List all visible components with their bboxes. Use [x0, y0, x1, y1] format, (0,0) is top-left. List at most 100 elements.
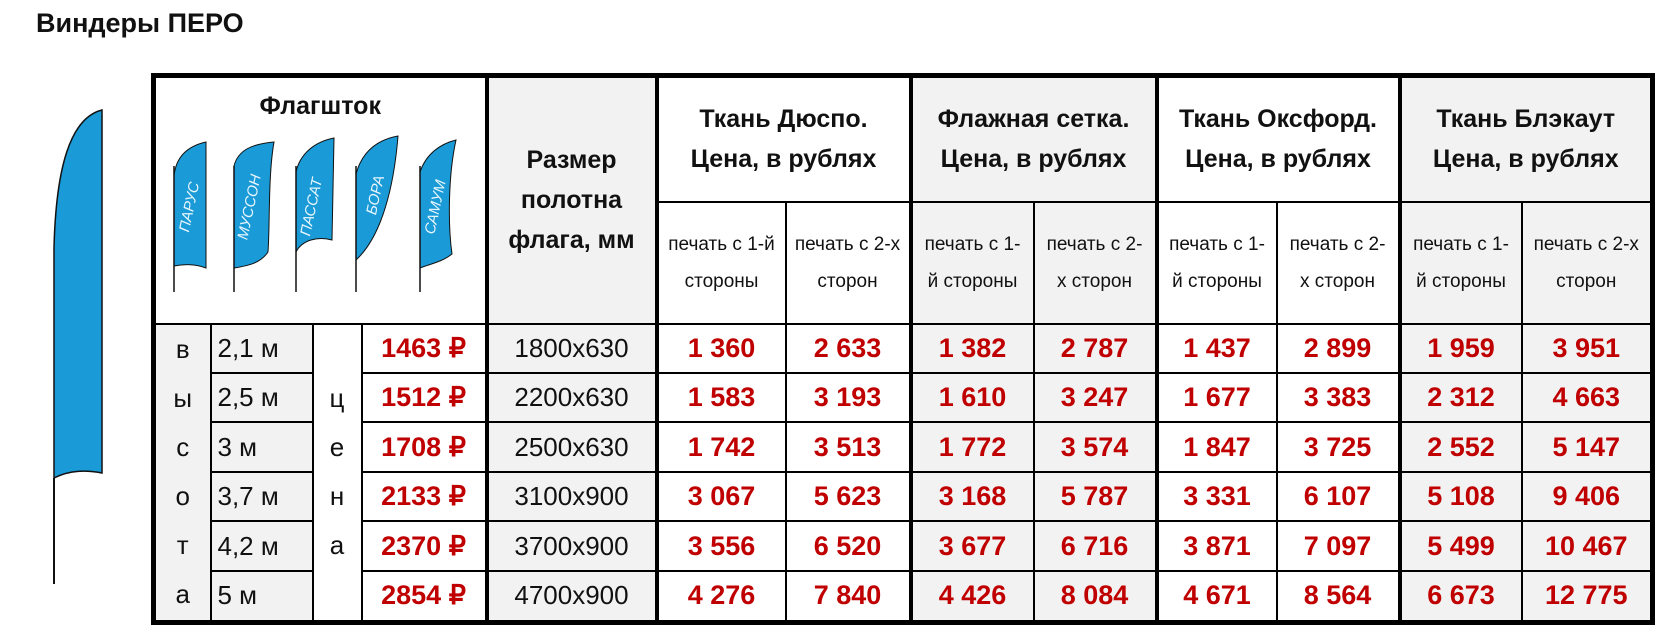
fabric-price: 1 847	[1154, 421, 1278, 473]
pole-price: 1463 ₽	[360, 322, 488, 374]
fabric-price: 3 513	[784, 421, 912, 473]
fabric-price: 8 084	[1032, 569, 1158, 624]
print-two-sides-header: печать с 2-х сторон	[1520, 200, 1654, 325]
fabric-price: 9 406	[1520, 470, 1654, 523]
table-row: 3 м 1708 ₽2500x630 1 742 3 513 1 772 3 574 1 8…	[154, 421, 1654, 473]
fabric-price: 6 716	[1032, 520, 1158, 572]
height-letter: о	[175, 481, 190, 512]
fabric-price: 1 583	[654, 371, 787, 424]
table-row: 2,5 м 1512 ₽2200x630 1 583 3 193 1 610 3 247 1…	[154, 371, 1654, 424]
flag-model-icon: БОРА	[355, 135, 399, 292]
fabric-price: 12 775	[1520, 569, 1654, 624]
print-one-side-header: печать с 1-й стороны	[1154, 200, 1278, 325]
print-two-sides-header: печать с 2-х сторон	[784, 200, 912, 325]
flag-models-image: ПАРУС МУССОН ПАССАТ БОРА САМУМ	[173, 135, 457, 292]
pole-price: 2854 ₽	[360, 569, 488, 624]
table-row: 5 м 2854 ₽4700x900 4 276 7 840 4 426 8 084 4 6…	[154, 569, 1654, 624]
print-one-side-header: печать с 1-й стороны	[1397, 200, 1523, 325]
fabric-name: Ткань Дюспо.	[699, 105, 868, 134]
feather-flag-image	[53, 109, 103, 584]
pole-price: 1512 ₽	[360, 371, 488, 424]
fabric-price: 3 951	[1520, 322, 1654, 374]
price-letter: ц	[329, 382, 345, 413]
flag-model-icon: ПАССАТ	[295, 137, 335, 292]
height-letter: ы	[173, 382, 193, 413]
fabric-price: 3 247	[1032, 371, 1158, 424]
fabric-price: 5 787	[1032, 470, 1158, 523]
fabric-price: 2 899	[1275, 322, 1401, 374]
fabric-price: 5 108	[1397, 470, 1523, 523]
flag-size: 3700x900	[484, 520, 658, 572]
pole-height: 2,5 м	[209, 371, 314, 424]
fabric-header-oxford: Ткань Оксфорд. Цена, в рублях	[1154, 74, 1401, 203]
fabric-price: 4 276	[654, 569, 787, 624]
price-label: Цена, в рублях	[940, 145, 1127, 174]
fabric-price: 1 382	[908, 322, 1035, 374]
fabric-price: 3 331	[1154, 470, 1278, 523]
table-row: 3,7 м 2133 ₽3100x900 3 067 5 623 3 168 5 787 3…	[154, 470, 1654, 523]
flag-size: 2200x630	[484, 371, 658, 424]
fabric-price: 3 725	[1275, 421, 1401, 473]
fabric-price: 1 360	[654, 322, 787, 374]
fabric-price: 6 673	[1397, 569, 1523, 624]
flag-model-icon: МУССОН	[233, 141, 275, 292]
print-one-side-header: печать с 1-й стороны	[908, 200, 1035, 325]
fabric-name: Флажная сетка.	[937, 105, 1130, 134]
fabric-price: 5 623	[784, 470, 912, 523]
fabric-price: 7 840	[784, 569, 912, 624]
table-row: 4,2 м 2370 ₽3700x900 3 556 6 520 3 677 6 716 3…	[154, 520, 1654, 572]
price-table: Флагшток ПАРУС МУССОН ПАССАТ БОРА САМУМ Разм…	[151, 73, 1655, 625]
fabric-price: 4 663	[1520, 371, 1654, 424]
height-letter: т	[176, 530, 189, 561]
fabric-price: 5 147	[1520, 421, 1654, 473]
fabric-price: 8 564	[1275, 569, 1401, 624]
price-label: Цена, в рублях	[690, 145, 877, 174]
print-two-sides-header: печать с 2-х сторон	[1032, 200, 1158, 325]
flag-size: 2500x630	[484, 421, 658, 473]
pole-height: 3 м	[209, 421, 314, 473]
fabric-price: 10 467	[1520, 520, 1654, 572]
flagpole-label: Флагшток	[259, 92, 381, 120]
price-label: Цена, в рублях	[1432, 145, 1619, 174]
fabric-price: 6 107	[1275, 470, 1401, 523]
flag-model-icon: САМУМ	[419, 139, 457, 292]
fabric-price: 1 772	[908, 421, 1035, 473]
fabric-price: 7 097	[1275, 520, 1401, 572]
flag-size: 3100x900	[484, 470, 658, 523]
flag-model-icon: ПАРУС	[173, 141, 207, 292]
fabric-price: 3 193	[784, 371, 912, 424]
fabric-price: 5 499	[1397, 520, 1523, 572]
height-letter: с	[176, 431, 190, 462]
height-letter: а	[175, 579, 190, 610]
price-letter: а	[329, 530, 345, 561]
price-letter	[315, 325, 360, 373]
pole-height: 4,2 м	[209, 520, 314, 572]
pole-price: 2370 ₽	[360, 520, 488, 572]
flag-size: 4700x900	[484, 569, 658, 624]
fabric-price: 1 437	[1154, 322, 1278, 374]
fabric-price: 2 552	[1397, 421, 1523, 473]
fabric-price: 2 787	[1032, 322, 1158, 374]
fabric-price: 3 556	[654, 520, 787, 572]
fabric-header-mesh: Флажная сетка. Цена, в рублях	[908, 74, 1158, 203]
fabric-name: Ткань Блэкаут	[1436, 105, 1616, 134]
print-two-sides-header: печать с 2-х сторон	[1275, 200, 1401, 325]
pole-height: 2,1 м	[209, 322, 314, 374]
fabric-price: 2 633	[784, 322, 912, 374]
fabric-price: 1 610	[908, 371, 1035, 424]
fabric-price: 3 871	[1154, 520, 1278, 572]
fabric-price: 6 520	[784, 520, 912, 572]
fabric-price: 1 959	[1397, 322, 1523, 374]
fabric-name: Ткань Оксфорд.	[1179, 105, 1377, 134]
price-letter: н	[329, 481, 345, 512]
pole-height: 5 м	[209, 569, 314, 624]
height-letter: в	[175, 333, 190, 364]
fabric-price: 2 312	[1397, 371, 1523, 424]
print-one-side-header: печать с 1-й стороны	[654, 200, 787, 325]
fabric-price: 4 671	[1154, 569, 1278, 624]
pole-price: 1708 ₽	[360, 421, 488, 473]
fabric-price: 3 168	[908, 470, 1035, 523]
fabric-price: 3 574	[1032, 421, 1158, 473]
